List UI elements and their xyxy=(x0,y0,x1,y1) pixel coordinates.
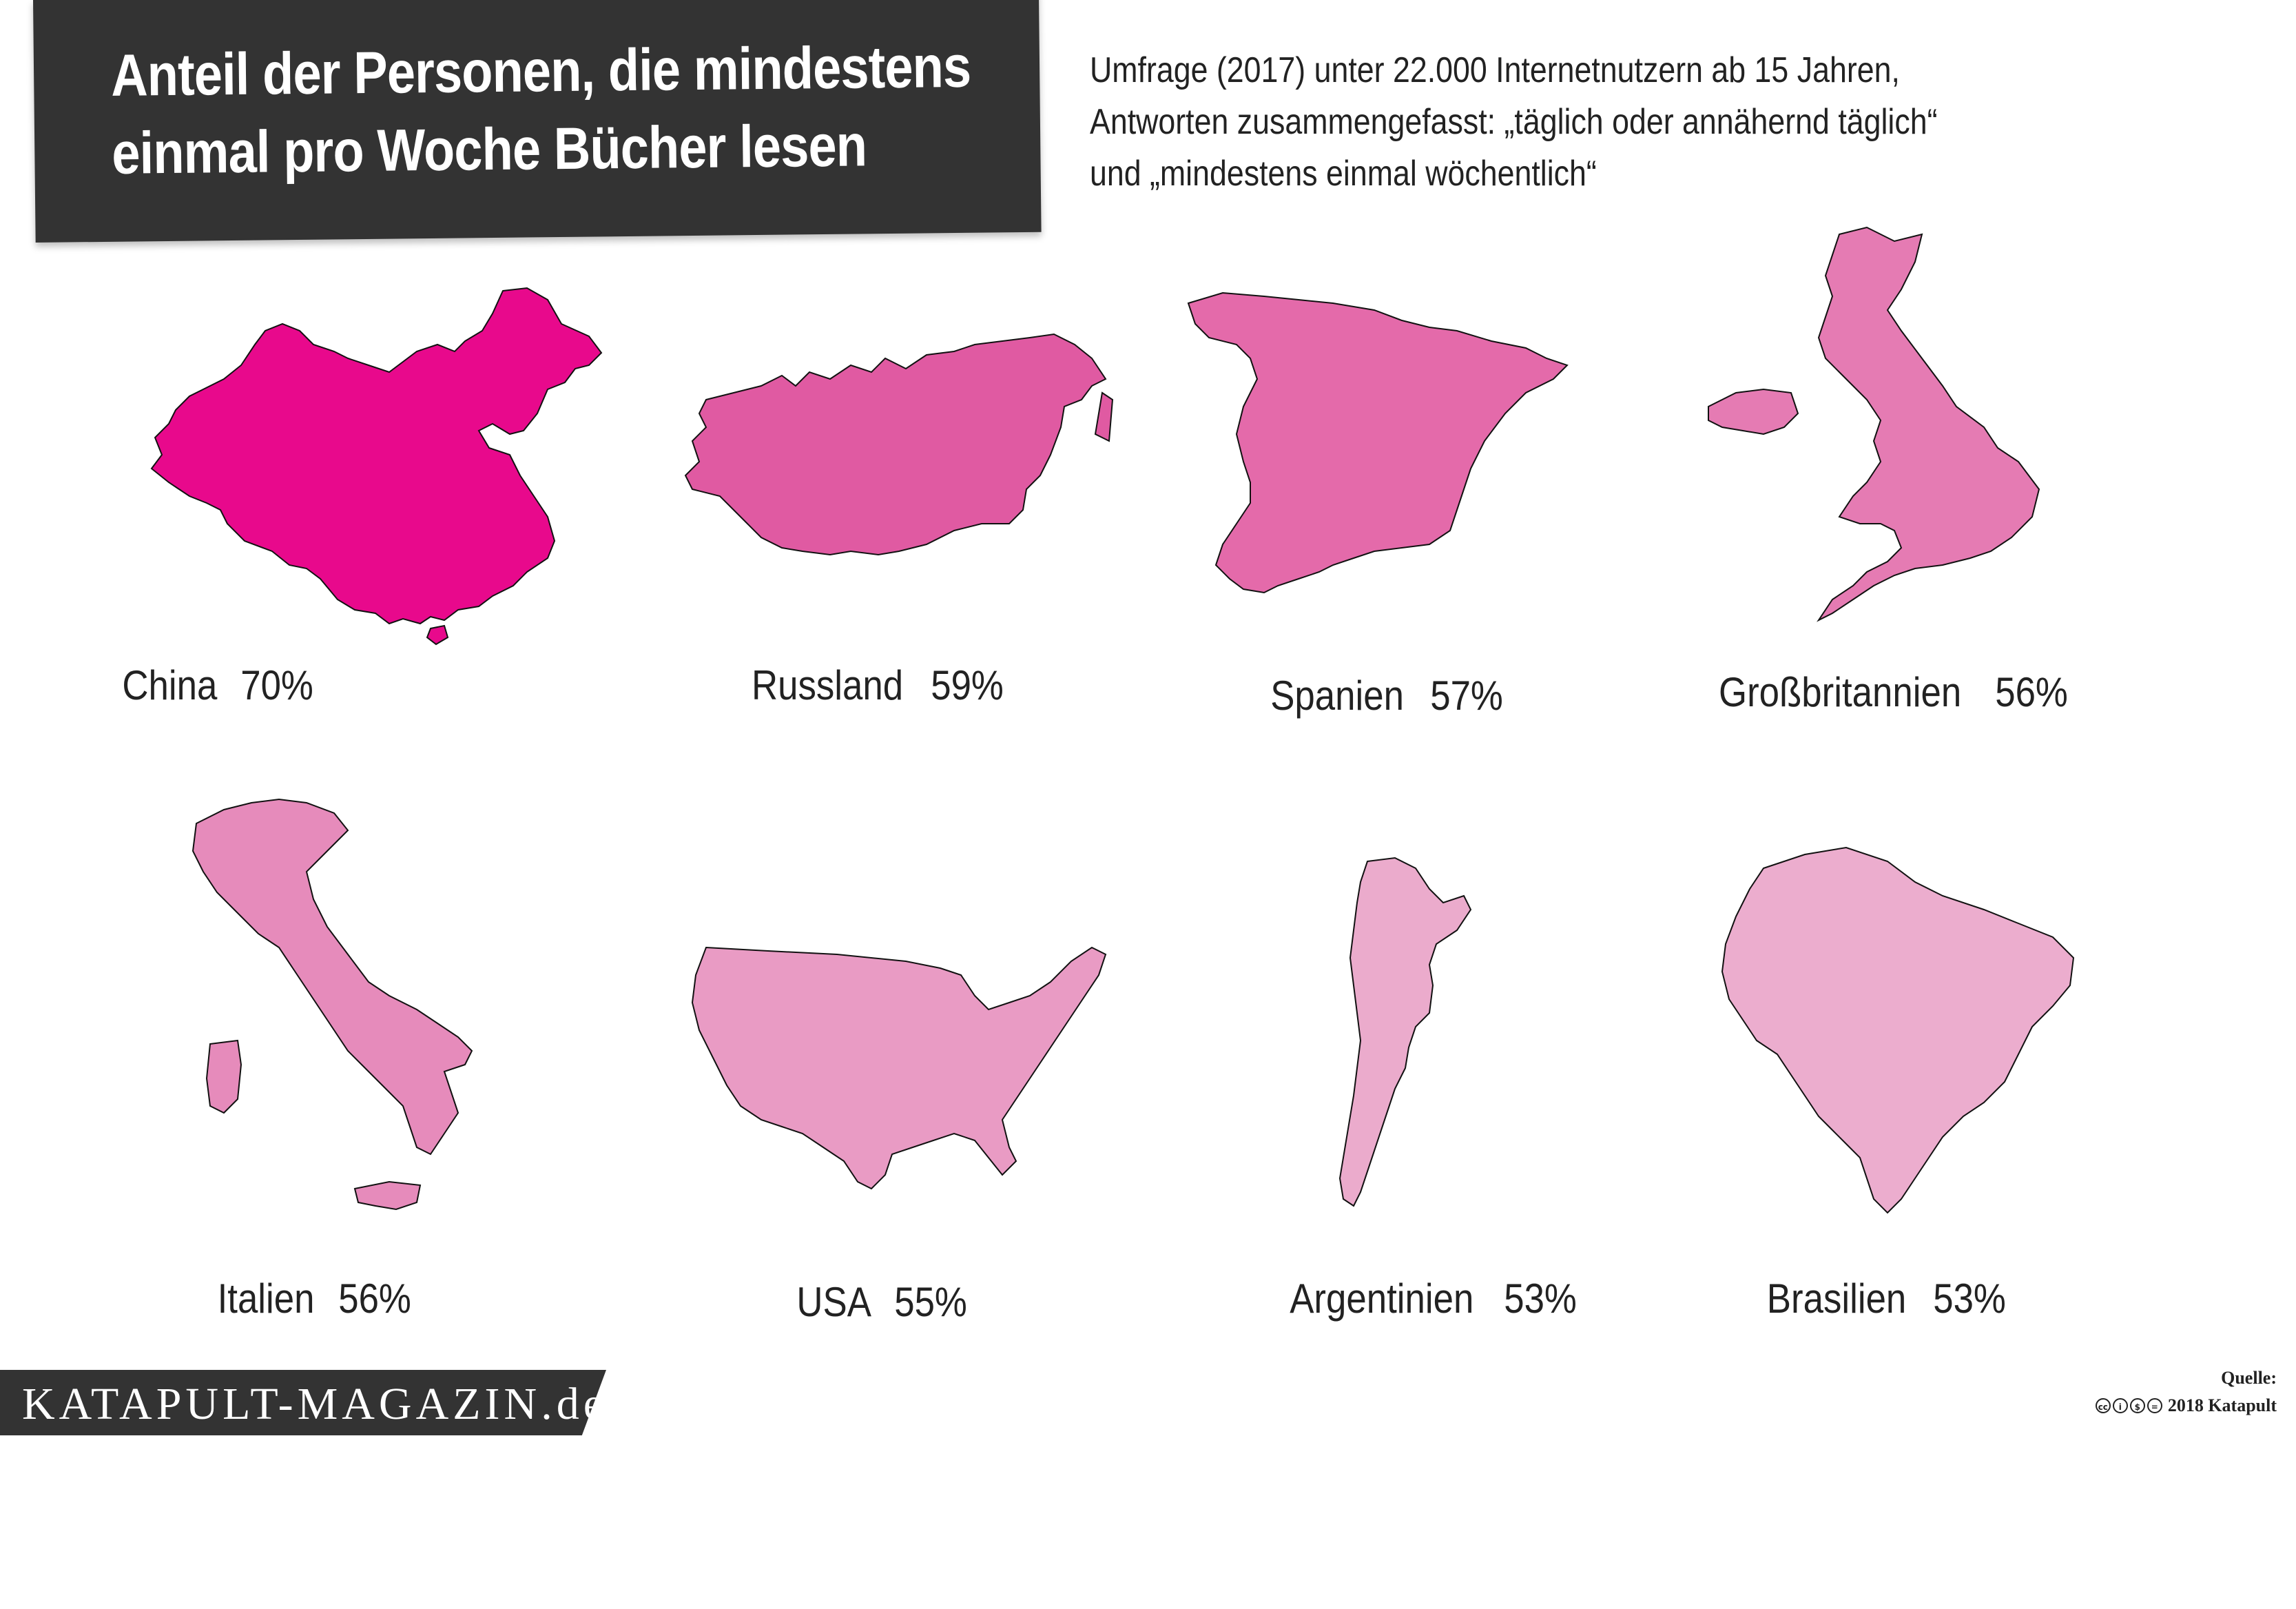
country-brasilien: Brasilien 53% xyxy=(1708,834,2259,1523)
grossbritannien-map-icon xyxy=(1708,226,2040,622)
by-icon: i xyxy=(2112,1398,2128,1413)
argentinien-map-icon xyxy=(1338,857,1472,1207)
country-usa: USA 55% xyxy=(685,920,1237,1609)
country-russland: Russland 59% xyxy=(679,317,1230,1006)
country-argentinien: Argentinien 53% xyxy=(1290,848,1877,1537)
country-grossbritannien: Großbritannien 56% xyxy=(1695,200,2246,889)
country-value: 53% xyxy=(1933,1275,2006,1322)
country-name: Großbritannien xyxy=(1718,669,1962,715)
label-italien: Italien 56% xyxy=(38,1275,589,1322)
country-name: Russland xyxy=(751,662,904,708)
country-value: 56% xyxy=(1995,669,2068,715)
brand-link[interactable]: KATAPULT-MAGAZIN.de xyxy=(22,1379,608,1429)
country-name: Argentinien xyxy=(1290,1275,1474,1322)
usa-map-icon xyxy=(691,946,1107,1190)
country-value: 55% xyxy=(893,1279,967,1325)
subtitle-line-3: und „mindestens einmal wöchentlich“ xyxy=(1090,154,1597,194)
russland-map-icon xyxy=(684,333,1114,556)
subtitle-line-1: Umfrage (2017) unter 22.000 Internetnutz… xyxy=(1090,50,1900,90)
nc-icon: $ xyxy=(2129,1398,2145,1413)
country-value: 57% xyxy=(1430,673,1503,719)
spanien-map-icon xyxy=(1187,291,1569,594)
label-usa: USA 55% xyxy=(606,1278,1157,1326)
brasilien-map-icon xyxy=(1721,846,2075,1214)
title-line-1: Anteil der Personen, die mindestens xyxy=(110,33,971,109)
italien-map-icon xyxy=(192,798,473,1211)
label-grossbritannien: Großbritannien 56% xyxy=(1612,668,2163,716)
country-name: Italien xyxy=(217,1275,315,1322)
label-china: China 70% xyxy=(0,662,493,709)
country-value: 53% xyxy=(1503,1275,1577,1322)
country-value: 56% xyxy=(338,1275,411,1322)
country-china: China 70% xyxy=(107,276,658,965)
title-line-2: einmal pro Woche Bücher lesen xyxy=(111,112,867,187)
subtitle-line-2: Antworten zusammengefasst: „täglich oder… xyxy=(1090,102,1938,142)
china-map-icon xyxy=(150,287,603,646)
cc-icon: cc xyxy=(2095,1398,2111,1413)
label-russland: Russland 59% xyxy=(599,662,1150,709)
country-value: 59% xyxy=(931,662,1004,708)
source-label: Quelle: xyxy=(2221,1368,2277,1388)
country-spanien: Spanien 57% xyxy=(1181,283,1733,972)
country-name: Brasilien xyxy=(1766,1275,1907,1322)
country-value: 70% xyxy=(240,662,314,708)
license-icons: cc i $ = xyxy=(2095,1398,2162,1413)
label-argentinien: Argentinien 53% xyxy=(1154,1275,1705,1322)
title-box: Anteil der Personen, die mindestens einm… xyxy=(33,0,1042,243)
copyright-text: 2018 Katapult xyxy=(2167,1395,2277,1415)
label-spanien: Spanien 57% xyxy=(1109,672,1660,719)
copyright: cc i $ = 2018 Katapult xyxy=(2095,1395,2277,1416)
footer-bar xyxy=(0,1370,606,1435)
nd-icon: = xyxy=(2147,1398,2162,1413)
country-italien: Italien 56% xyxy=(183,789,734,1478)
label-brasilien: Brasilien 53% xyxy=(1609,1275,2160,1322)
country-name: China xyxy=(121,662,217,708)
country-name: USA xyxy=(796,1279,872,1325)
country-name: Spanien xyxy=(1270,673,1404,719)
